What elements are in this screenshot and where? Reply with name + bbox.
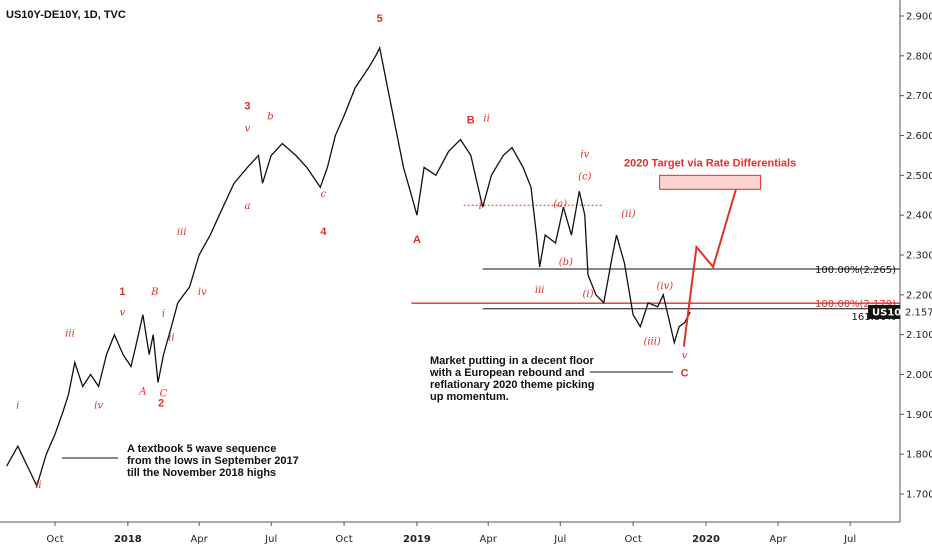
y-tick-label: 2.800 — [906, 51, 932, 62]
wave-label-minor: B — [150, 287, 158, 298]
price-tag-value: 2.157 — [905, 307, 932, 318]
y-tick-label: 1.700 — [906, 490, 932, 501]
x-tick-label: Jul — [843, 534, 856, 545]
wave-label-minor: (c) — [578, 171, 592, 182]
wave-label-minor: b — [267, 112, 273, 123]
wave-label-minor: iv — [198, 287, 207, 298]
x-tick-label: Jul — [553, 534, 566, 545]
wave-label-minor: ii — [483, 114, 489, 125]
fib-level-label: 100.00%(2.179) — [815, 299, 896, 310]
y-tick-label: 2.000 — [906, 370, 932, 381]
wave-label-major: A — [413, 234, 421, 246]
wave-label-minor: v — [245, 124, 251, 135]
wave-label-minor: i — [162, 309, 165, 320]
x-tick-label: 2019 — [403, 534, 431, 545]
x-tick-label: Oct — [624, 534, 641, 545]
y-tick-label: 1.800 — [906, 450, 932, 461]
note-text-line: with a European rebound and — [429, 367, 585, 379]
y-tick-label: 1.900 — [906, 410, 932, 421]
wave-label-minor: ii — [168, 333, 174, 344]
chart-title: US10Y-DE10Y, 1D, TVC — [6, 9, 126, 21]
x-axis: Oct 2018 Apr Jul Oct 2019 Apr Jul Oct 2020 Apr Jul — [0, 521, 900, 545]
wave-label-major: 2 — [158, 397, 164, 409]
wave-label-minor: i — [479, 201, 482, 212]
wave-label-minor: iv — [580, 149, 589, 160]
fib-level-label: 100.00%(2.265) — [815, 265, 896, 276]
wave-label-minor: (iv) — [656, 281, 673, 292]
wave-label-minor: (a) — [553, 199, 567, 210]
wave-label-major: 1 — [119, 286, 125, 298]
price-tag-symbol: US10Y — [872, 307, 909, 318]
plot-area: 100.00%(2.265)100.00%(2.179)161.80%2020 … — [6, 13, 900, 491]
y-tick-label: 2.300 — [906, 251, 932, 262]
wave-label-major: C — [681, 367, 689, 379]
y-axis: 2.900 2.800 2.700 2.600 2.500 2.400 2.300 2.200… — [899, 0, 932, 522]
wave-label-major: 3 — [244, 101, 250, 113]
wave-label-minor: (iii) — [643, 337, 660, 348]
note-text-line: from the lows in September 2017 — [127, 455, 299, 467]
y-tick-label: 2.100 — [906, 330, 932, 341]
wave-label-major: B — [467, 115, 475, 127]
note-text-line: Market putting in a decent floor — [430, 355, 595, 367]
x-tick-label: 2020 — [692, 534, 720, 545]
wave-label-minor: C — [160, 388, 168, 399]
x-tick-label: 2018 — [114, 534, 142, 545]
y-tick-label: 2.400 — [906, 211, 932, 222]
wave-label-minor: iii — [65, 329, 75, 340]
wave-label-minor: v — [682, 351, 688, 362]
wave-label-minor: c — [321, 189, 327, 200]
target-label: 2020 Target via Rate Differentials — [624, 157, 796, 169]
wave-label-minor: ii — [35, 480, 41, 491]
x-tick-label: Apr — [190, 534, 208, 545]
wave-label-minor: (i) — [582, 289, 593, 300]
note-text-line: A textbook 5 wave sequence — [127, 443, 276, 455]
wave-label-minor: a — [244, 201, 250, 212]
target-box — [659, 174, 762, 190]
y-tick-label: 2.900 — [906, 12, 932, 23]
y-tick-label: 2.700 — [906, 91, 932, 102]
wave-label-minor: (b) — [559, 257, 573, 268]
x-tick-label: Oct — [335, 534, 352, 545]
wave-label-major: 5 — [377, 13, 383, 25]
wave-label-minor: v — [119, 308, 125, 319]
x-tick-label: Apr — [769, 534, 787, 545]
wave-label-minor: iii — [177, 227, 187, 238]
wave-label-minor: iv — [94, 400, 103, 411]
wave-label-minor: (ii) — [621, 209, 635, 220]
wave-label-major: 4 — [320, 226, 327, 238]
x-tick-label: Oct — [46, 534, 63, 545]
x-tick-label: Jul — [264, 534, 277, 545]
y-tick-label: 2.600 — [906, 131, 932, 142]
price-tag: US10Y 2.157 — [868, 304, 932, 319]
note-text-line: till the November 2018 highs — [127, 467, 276, 479]
y-tick-label: 2.200 — [906, 290, 932, 301]
x-tick-label: Apr — [480, 534, 498, 545]
y-tick-label: 2.500 — [906, 171, 932, 182]
price-tag-box — [868, 304, 900, 319]
price-series-line — [6, 45, 691, 488]
note-text-line: reflationary 2020 theme picking — [430, 379, 594, 391]
wave-label-minor: iii — [535, 285, 545, 296]
projection-line — [682, 183, 739, 347]
note-text-line: up momentum. — [430, 391, 509, 403]
wave-label-minor: i — [16, 400, 19, 411]
wave-label-minor: A — [138, 386, 146, 397]
